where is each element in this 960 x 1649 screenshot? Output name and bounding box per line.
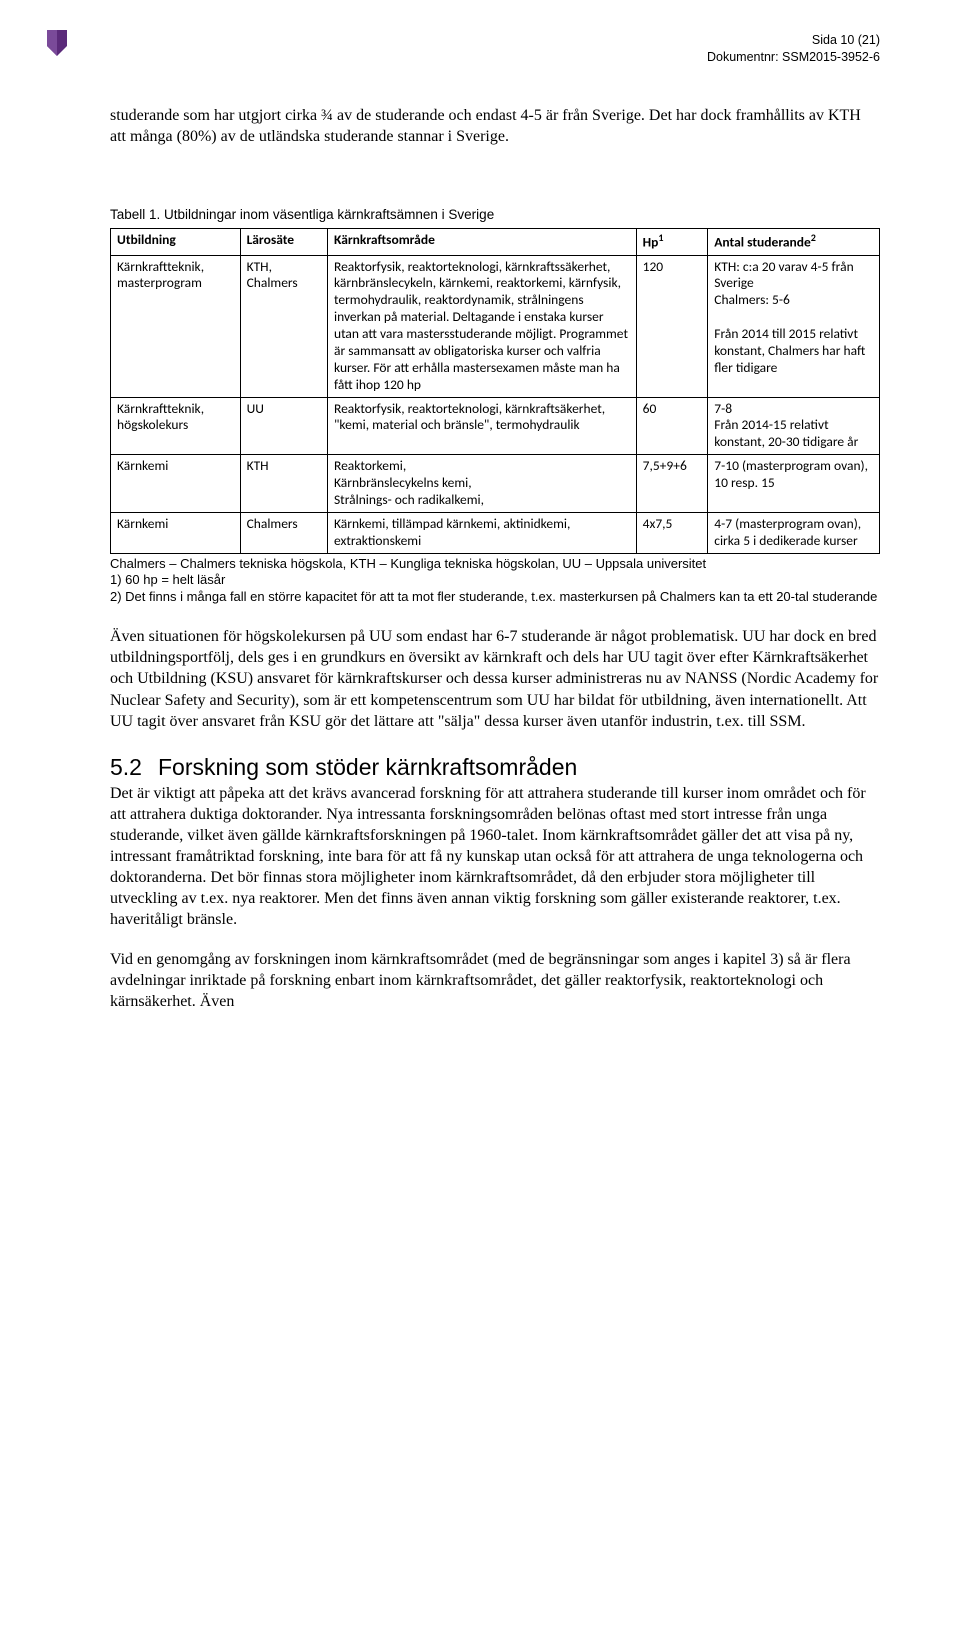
- table-footnotes: Chalmers – Chalmers tekniska högskola, K…: [110, 556, 880, 607]
- cell-utbildning: Kärnkraftteknik, masterprogram: [111, 255, 241, 397]
- cell-utbildning: Kärnkemi: [111, 512, 241, 553]
- th-larosate: Lärosäte: [240, 229, 327, 255]
- paragraph-2: Även situationen för högskolekursen på U…: [110, 626, 880, 732]
- paragraph-4: Vid en genomgång av forskningen inom kär…: [110, 949, 880, 1012]
- th-omrade: Kärnkraftsområde: [327, 229, 636, 255]
- table-header-row: Utbildning Lärosäte Kärnkraftsområde Hp1…: [111, 229, 880, 255]
- th-antal: Antal studerande2: [708, 229, 880, 255]
- table-row: Kärnkraftteknik, högskolekursUUReaktorfy…: [111, 397, 880, 455]
- cell-antal: 7-8 Från 2014-15 relativt konstant, 20-3…: [708, 397, 880, 455]
- cell-larosate: KTH: [240, 455, 327, 513]
- document-number-line: Dokumentnr: SSM2015-3952-6: [707, 49, 880, 66]
- th-hp: Hp1: [636, 229, 708, 255]
- table-row: KärnkemiChalmersKärnkemi, tillämpad kärn…: [111, 512, 880, 553]
- cell-larosate: UU: [240, 397, 327, 455]
- agency-logo: [45, 30, 69, 56]
- education-table: Utbildning Lärosäte Kärnkraftsområde Hp1…: [110, 228, 880, 553]
- table-row: Kärnkraftteknik, masterprogramKTH, Chalm…: [111, 255, 880, 397]
- page-number-line: Sida 10 (21): [707, 32, 880, 49]
- table-row: KärnkemiKTHReaktorkemi, Kärnbränslecykel…: [111, 455, 880, 513]
- page-header: Sida 10 (21) Dokumentnr: SSM2015-3952-6: [707, 32, 880, 66]
- footnote-1: 1) 60 hp = helt läsår: [110, 572, 880, 589]
- cell-larosate: Chalmers: [240, 512, 327, 553]
- cell-omrade: Reaktorkemi, Kärnbränslecykelns kemi, St…: [327, 455, 636, 513]
- paragraph-3: Det är viktigt att påpeka att det krävs …: [110, 783, 880, 931]
- cell-antal: 4-7 (masterprogram ovan), cirka 5 i dedi…: [708, 512, 880, 553]
- section-number: 5.2: [110, 754, 158, 781]
- cell-antal: KTH: c:a 20 varav 4-5 från Sverige Chalm…: [708, 255, 880, 397]
- cell-hp: 7,5+9+6: [636, 455, 708, 513]
- section-title: Forskning som stöder kärnkraftsområden: [158, 754, 577, 780]
- cell-antal: 7-10 (masterprogram ovan), 10 resp. 15: [708, 455, 880, 513]
- th-utbildning: Utbildning: [111, 229, 241, 255]
- cell-hp: 4x7,5: [636, 512, 708, 553]
- cell-omrade: Reaktorfysik, reaktorteknologi, kärnkraf…: [327, 397, 636, 455]
- cell-utbildning: Kärnkemi: [111, 455, 241, 513]
- page: Sida 10 (21) Dokumentnr: SSM2015-3952-6 …: [0, 0, 960, 1090]
- cell-larosate: KTH, Chalmers: [240, 255, 327, 397]
- table-title: Tabell 1. Utbildningar inom väsentliga k…: [110, 207, 880, 222]
- cell-hp: 60: [636, 397, 708, 455]
- section-heading: 5.2Forskning som stöder kärnkraftsområde…: [110, 754, 880, 781]
- cell-omrade: Kärnkemi, tillämpad kärnkemi, aktinidkem…: [327, 512, 636, 553]
- intro-paragraph: studerande som har utgjort cirka ¾ av de…: [110, 105, 880, 147]
- table-caption: Chalmers – Chalmers tekniska högskola, K…: [110, 556, 880, 573]
- cell-omrade: Reaktorfysik, reaktorteknologi, kärnkraf…: [327, 255, 636, 397]
- cell-utbildning: Kärnkraftteknik, högskolekurs: [111, 397, 241, 455]
- footnote-2: 2) Det finns i många fall en större kapa…: [110, 589, 880, 606]
- cell-hp: 120: [636, 255, 708, 397]
